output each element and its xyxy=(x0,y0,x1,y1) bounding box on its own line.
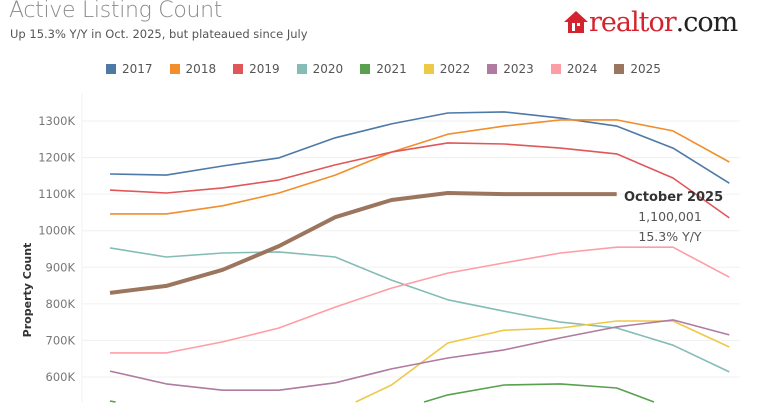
y-tick-label: 600K xyxy=(46,370,76,384)
legend-swatch xyxy=(360,64,371,74)
legend-item-2023[interactable]: 2023 xyxy=(487,62,534,76)
chart-title: Active Listing Count xyxy=(9,0,223,23)
legend-item-2024[interactable]: 2024 xyxy=(550,62,598,76)
legend-item-2017[interactable]: 2017 xyxy=(106,62,153,76)
series-line-2023 xyxy=(109,319,730,391)
legend-label: 2023 xyxy=(503,62,534,76)
y-tick-label: 800K xyxy=(46,297,76,311)
annotation-change: 15.3% Y/Y xyxy=(638,229,702,244)
legend-label: 2017 xyxy=(122,62,153,76)
y-tick-label: 1200K xyxy=(38,151,75,165)
legend-swatch xyxy=(614,64,625,74)
legend-label: 2020 xyxy=(312,62,344,76)
realtor-logo: realtor .com xyxy=(563,4,739,40)
legend-item-2025[interactable]: 2025 xyxy=(614,62,661,76)
legend-label: 2019 xyxy=(249,62,280,76)
y-tick-label: 1100K xyxy=(38,187,75,201)
legend-swatch xyxy=(487,64,498,74)
y-tick-label: 1300K xyxy=(38,114,75,128)
house-icon xyxy=(564,11,588,33)
logo-text-realtor: realtor xyxy=(589,6,677,38)
y-axis-label: Property Count xyxy=(21,243,34,338)
series-line-2022 xyxy=(355,320,730,403)
series-line-2019 xyxy=(109,142,730,219)
legend-label: 2024 xyxy=(566,62,598,76)
legend-swatch xyxy=(169,64,180,74)
legend-label: 2022 xyxy=(439,62,471,76)
chart-subtitle: Up 15.3% Y/Y in Oct. 2025, but plateaued… xyxy=(10,27,308,41)
series-line-2025 xyxy=(109,191,617,295)
legend-label: 2025 xyxy=(630,62,661,76)
logo-text-com: .com xyxy=(675,6,739,38)
legend-swatch xyxy=(106,64,116,74)
legend-item-2022[interactable]: 2022 xyxy=(423,62,471,76)
legend-swatch xyxy=(550,64,561,74)
y-tick-label: 700K xyxy=(46,333,76,347)
series-line-2021 xyxy=(109,383,655,403)
legend-swatch xyxy=(233,64,244,74)
series-line-2020 xyxy=(109,247,730,373)
legend-label: 2021 xyxy=(376,62,407,76)
legend-swatch xyxy=(296,64,307,74)
series-line-2018 xyxy=(110,119,730,215)
series-line-2024 xyxy=(110,246,730,354)
annotation-value: 1,100,001 xyxy=(638,209,702,224)
annotation-title: October 2025 xyxy=(624,190,723,205)
legend-item-2018[interactable]: 2018 xyxy=(169,62,217,76)
legend-item-2019[interactable]: 2019 xyxy=(233,62,280,76)
y-tick-label: 1000K xyxy=(38,224,75,238)
series-line-2017 xyxy=(109,111,730,184)
legend-item-2021[interactable]: 2021 xyxy=(360,62,407,76)
legend-item-2020[interactable]: 2020 xyxy=(296,62,344,76)
y-tick-label: 900K xyxy=(46,260,76,274)
legend: 2017 2018 2019 2020 2021 2022 2023 2024 2025 xyxy=(106,62,678,76)
legend-swatch xyxy=(423,64,434,74)
legend-label: 2018 xyxy=(185,62,217,76)
